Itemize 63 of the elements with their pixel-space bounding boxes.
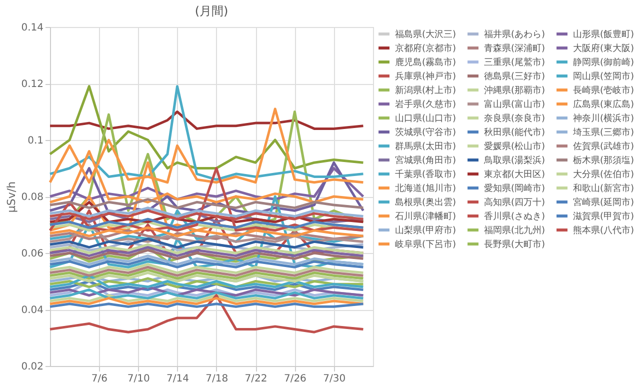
legend-label: 沖縄県(那覇市) [484,85,546,96]
y-axis-title: µSv/h [5,181,18,213]
legend-label: 山形県(飯豊町) [573,29,634,40]
legend-label: 鳥取県(湯梨浜) [483,155,546,166]
x-tick-label: 7/10 [127,374,150,384]
y-tick-label: 0.06 [21,248,44,260]
legend-label: 群馬県(太田市) [395,141,456,152]
legend-label: 鹿児島(霧島市) [395,57,456,68]
x-tick-label: 7/14 [166,374,189,384]
legend-label: 山梨県(甲府市) [395,225,456,236]
legend-label: 千葉県(香取市) [395,169,456,180]
legend-label: 佐賀県(武雄市) [573,141,634,152]
legend-label: 熊本県(八代市) [573,225,634,236]
legend-label: 大分県(佐伯市) [573,169,634,180]
legend-label: 石川県(津幡町) [395,211,456,222]
y-tick-label: 0.14 [21,22,44,34]
chart-title: (月間) [194,4,228,18]
legend-label: 静岡県(御前崎) [573,57,634,68]
legend-label: 福井県(あわら) [484,29,546,40]
y-tick-label: 0.12 [21,79,44,90]
legend-label: 北海道(旭川市) [395,183,456,194]
y-tick-label: 0.02 [21,362,44,372]
y-tick-label: 0.1 [28,136,44,146]
legend-label: 秋田県(能代市) [484,127,546,138]
legend-label: 岐阜県(下呂市) [395,239,456,250]
legend-label: 青森県(深浦町) [484,43,546,54]
legend-label: 埼玉県(三郷市) [572,127,634,138]
legend-label: 大阪府(東大阪) [573,43,634,54]
x-tick-label: 7/26 [284,374,306,384]
legend-label: 神奈川(横浜市) [573,113,634,124]
legend-label: 福岡県(北九州) [484,225,546,236]
legend-label: 福島県(大沢三) [395,29,456,40]
x-tick-label: 7/30 [323,374,346,384]
legend-label: 宮崎県(延岡市) [573,197,634,208]
legend-label: 東京都(大田区) [484,169,546,180]
legend-label: 徳島県(三好市) [484,71,546,82]
legend-label: 広島県(東広島) [573,99,634,110]
legend-label: 山口県(山口市) [395,113,456,124]
legend-label: 高知県(四万十) [484,197,546,208]
legend-label: 愛媛県(松山市) [484,141,546,152]
legend-label: 長崎県(壱岐市) [573,85,634,96]
x-tick-label: 7/22 [244,374,268,384]
legend-label: 奈良県(奈良市) [484,113,546,124]
x-tick-label: 7/18 [206,374,228,384]
legend-label: 島根県(奥出雲) [395,197,456,208]
legend-label: 栃木県(那須塩) [573,155,634,166]
x-tick-label: 7/6 [91,374,108,384]
y-tick-label: 0.04 [21,305,44,316]
legend-label: 新潟県(村上市) [395,85,456,96]
legend-label: 香川県(さぬき) [484,211,546,222]
legend-label: 茨城県(守谷市) [395,127,456,138]
legend-label: 愛知県(岡崎市) [484,183,546,194]
legend-label: 宮城県(角田市) [395,155,456,166]
legend-label: 富山県(富山市) [484,99,546,110]
legend-label: 京都府(京都市) [395,43,456,54]
legend-label: 岡山県(笠岡市) [573,71,634,82]
legend-label: 滋賀県(甲賀市) [573,211,634,222]
legend-label: 岩手県(久慈市) [395,99,456,110]
legend-label: 和歌山(新宮市) [573,183,634,194]
legend-label: 長野県(大町市) [484,239,546,250]
legend-label: 三重県(尾鷲市) [484,57,546,68]
legend-label: 兵庫県(神戸市) [395,71,456,82]
y-tick-label: 0.08 [21,192,44,203]
